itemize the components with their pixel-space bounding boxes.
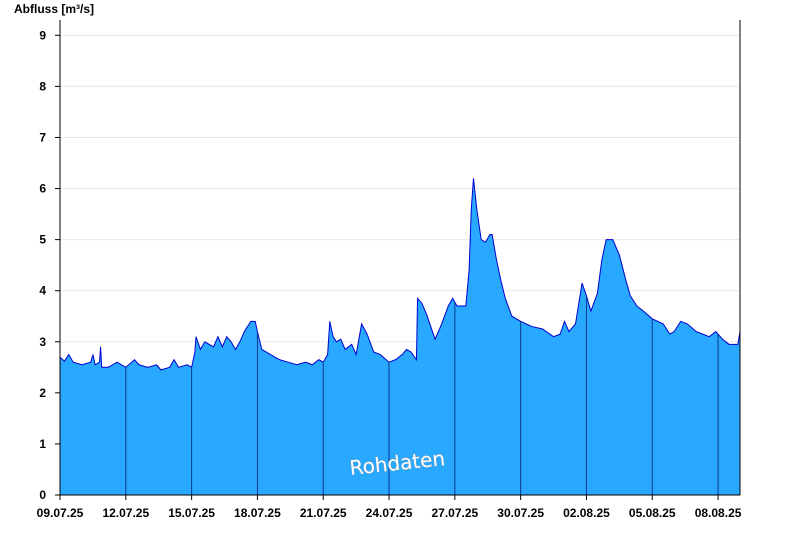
x-tick-label: 27.07.25 <box>431 506 478 520</box>
axes <box>55 20 741 500</box>
y-tick-label: 0 <box>39 488 46 502</box>
y-tick-label: 6 <box>39 182 46 196</box>
y-tick-label: 9 <box>39 28 46 42</box>
x-tick-label: 02.08.25 <box>563 506 610 520</box>
discharge-area-fill <box>60 178 740 495</box>
x-tick-label: 12.07.25 <box>102 506 149 520</box>
y-tick-labels: 0 1 2 3 4 5 6 7 8 9 <box>39 28 46 502</box>
y-tick-label: 4 <box>39 284 46 298</box>
x-tick-labels: 09.07.25 12.07.25 15.07.25 18.07.25 21.07.25… <box>37 506 742 520</box>
x-tick-label: 18.07.25 <box>234 506 281 520</box>
y-tick-label: 3 <box>39 335 46 349</box>
discharge-area <box>59 178 741 495</box>
x-tick-label: 15.07.25 <box>168 506 215 520</box>
discharge-line <box>59 178 741 371</box>
x-tick-label: 24.07.25 <box>366 506 413 520</box>
y-tick-label: 7 <box>39 130 46 144</box>
date-separator-lines <box>125 295 719 495</box>
x-tick-label: 05.08.25 <box>629 506 676 520</box>
y-tick-label: 8 <box>39 79 46 93</box>
x-tick-label: 08.08.25 <box>695 506 742 520</box>
x-tick-label: 30.07.25 <box>497 506 544 520</box>
y-tick-label: 1 <box>39 437 46 451</box>
x-tick-label: 09.07.25 <box>37 506 84 520</box>
x-tick-label: 21.07.25 <box>300 506 347 520</box>
y-tick-label: 5 <box>39 233 46 247</box>
y-axis-label: Abfluss [m³/s] <box>14 2 94 16</box>
y-tick-label: 2 <box>39 386 46 400</box>
